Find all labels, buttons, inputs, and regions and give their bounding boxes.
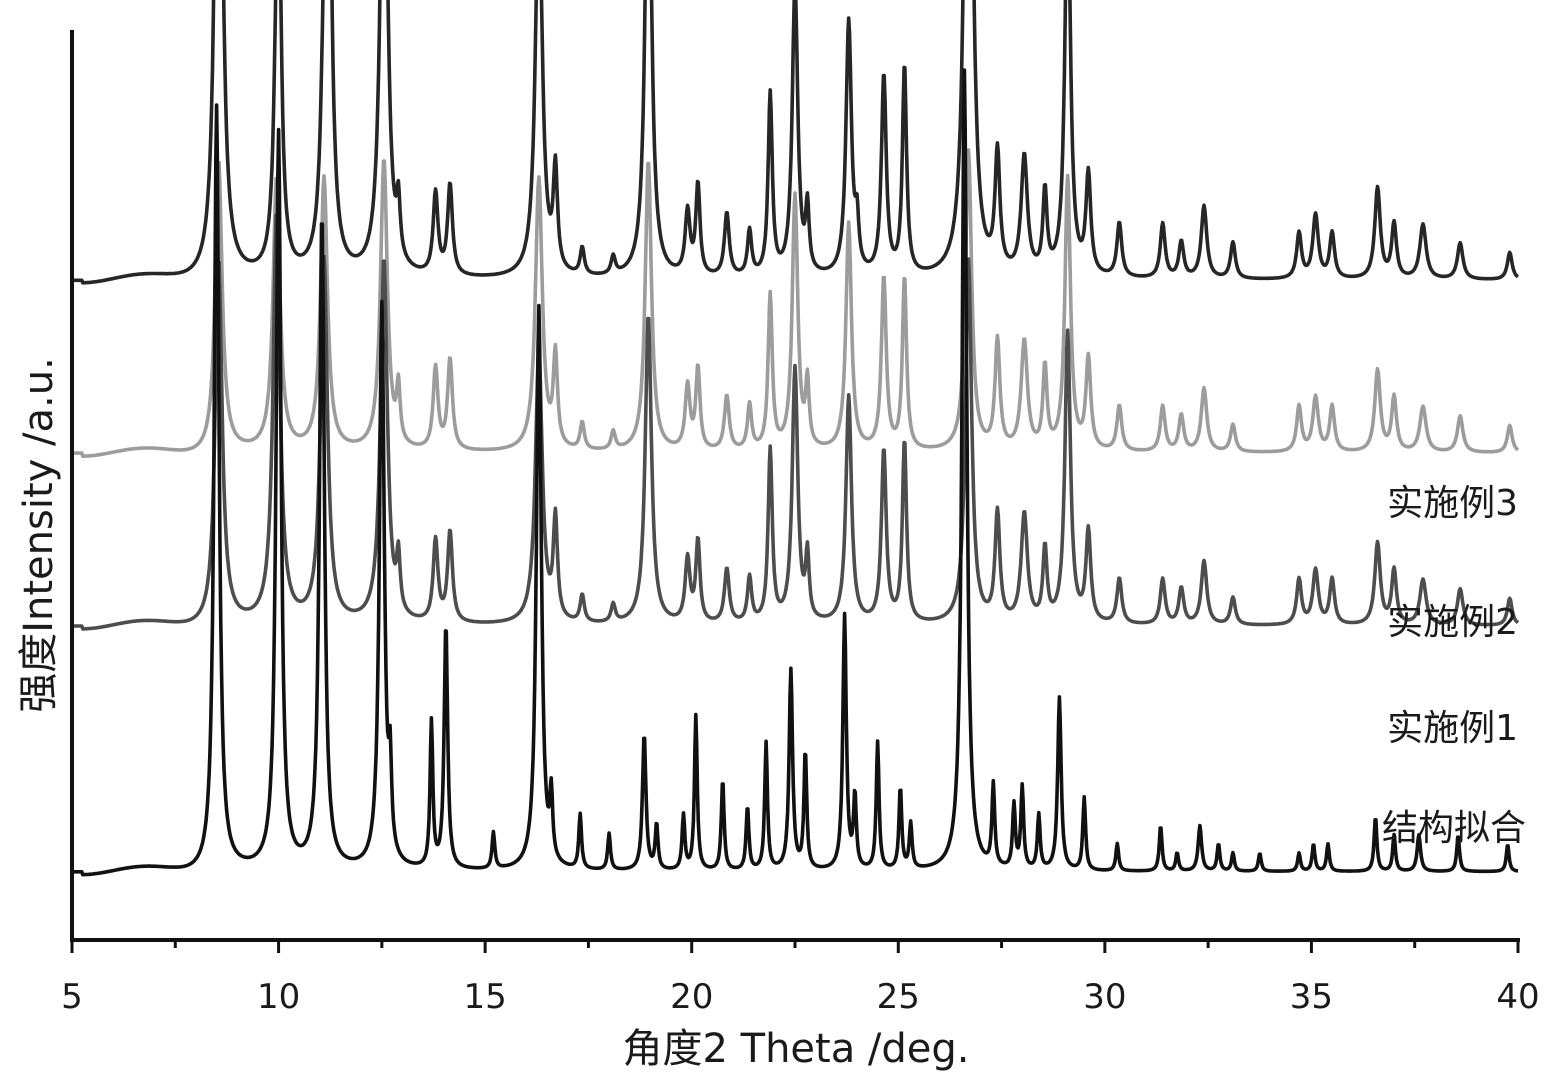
x-tick-label: 15 <box>464 977 507 1017</box>
x-tick-label: 40 <box>1496 977 1539 1017</box>
series-labels: 实施例3 实施例2 实施例1 结构拟合 <box>1382 483 1526 849</box>
series-label-3: 实施例1 <box>1387 708 1518 749</box>
x-tick-label: 25 <box>877 977 920 1017</box>
trace-series-1 <box>71 0 1520 285</box>
x-tick-label: 5 <box>61 977 83 1017</box>
series-label-1: 实施例3 <box>1387 483 1518 524</box>
x-axis-ticks <box>70 940 1520 953</box>
trace-series-3 <box>71 213 1520 631</box>
x-axis-tick-labels: 5 10 15 20 25 30 35 40 <box>61 977 1539 1017</box>
x-tick-label: 30 <box>1083 977 1126 1017</box>
series-label-4: 结构拟合 <box>1382 808 1526 849</box>
x-tick-label: 10 <box>257 977 300 1017</box>
y-axis-title: 强度Intensity /a.u. <box>16 357 62 713</box>
series-label-2: 实施例2 <box>1387 602 1518 643</box>
x-axis-title: 角度2 Theta /deg. <box>622 1026 969 1072</box>
x-tick-label: 20 <box>670 977 713 1017</box>
x-tick-label: 35 <box>1290 977 1333 1017</box>
trace-series-4 <box>71 68 1519 877</box>
plot-traces <box>71 0 1520 877</box>
trace-series-2 <box>71 148 1520 458</box>
